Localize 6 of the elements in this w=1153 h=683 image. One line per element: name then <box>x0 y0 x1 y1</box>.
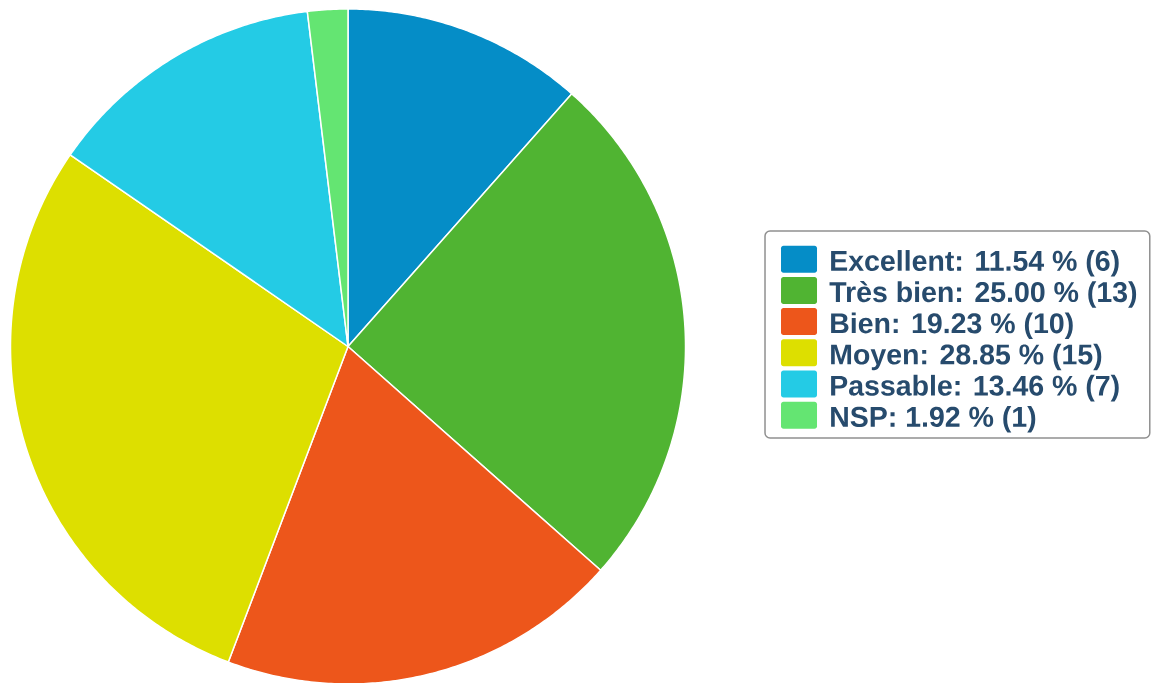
legend-label: Très bien: 25.00 % (13) <box>829 280 1137 308</box>
legend-label: NSP: 1.92 % (1) <box>831 406 1036 433</box>
legend-label: Moyen: 28.85 % (15) <box>831 343 1102 371</box>
legend-label: Excellent: 11.54 % (6) <box>831 250 1119 277</box>
legend-label: Passable: 13.46 % (7) <box>831 374 1119 402</box>
legend-label: Bien: 19.23 % (10) <box>831 312 1073 340</box>
